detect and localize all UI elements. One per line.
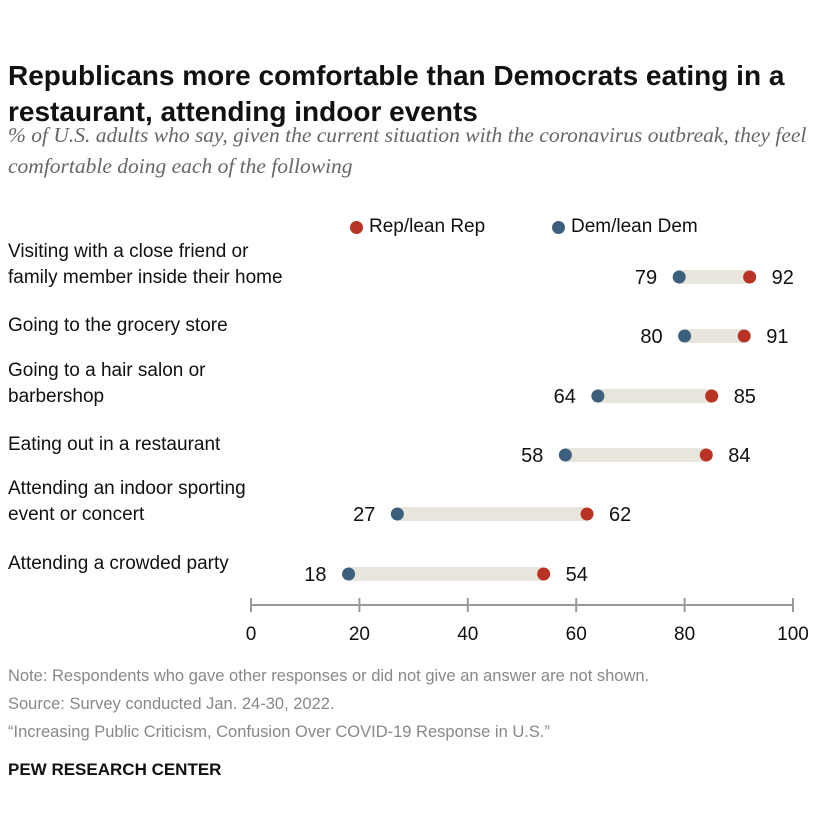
- rep-dot: [537, 567, 551, 581]
- rep-value-label: 62: [609, 504, 631, 526]
- source: Source: Survey conducted Jan. 24-30, 202…: [8, 695, 335, 713]
- x-tick-label: 100: [777, 624, 809, 645]
- x-tick-label: 40: [457, 624, 478, 645]
- dem-value-label: 18: [304, 564, 326, 586]
- rep-value-label: 84: [728, 445, 750, 467]
- row-label-line: Visiting with a close friend or: [8, 241, 249, 262]
- dem-dot: [342, 567, 356, 581]
- plot-area: 92 79 91 80 85 64 84 58 62 27 54 18 0 20 40 60 80 100: [246, 267, 809, 645]
- rep-value-label: 91: [766, 326, 788, 348]
- legend-rep: Rep/lean Rep: [350, 216, 485, 238]
- rep-dot: [705, 389, 719, 403]
- legend-dem-label: Dem/lean Dem: [571, 216, 698, 237]
- row-label-line: Attending an indoor sporting: [8, 478, 246, 499]
- note: Note: Respondents who gave other respons…: [8, 667, 650, 685]
- dem-dot: [558, 448, 572, 462]
- chart-subtitle: % of U.S. adults who say, given the curr…: [8, 123, 807, 178]
- rep-value-label: 54: [566, 564, 588, 586]
- chart-title: Republicans more comfortable than Democr…: [8, 60, 785, 127]
- brand-logo: PEW RESEARCH CENTER: [8, 760, 222, 779]
- dem-dot: [672, 270, 686, 284]
- dem-value-label: 64: [554, 386, 576, 408]
- dem-value-label: 27: [353, 504, 375, 526]
- dem-value-label: 58: [521, 445, 543, 467]
- legend-rep-label: Rep/lean Rep: [369, 216, 486, 237]
- row-label: Attending a crowded party: [8, 551, 229, 577]
- row-label-line: event or concert: [8, 504, 145, 525]
- row-label: Going to a hair salon or barbershop: [8, 358, 206, 410]
- dem-value-label: 80: [640, 326, 662, 348]
- row-label-line: Attending a crowded party: [8, 553, 229, 574]
- rep-dot: [737, 329, 751, 343]
- report-title: “Increasing Public Criticism, Confusion …: [8, 723, 550, 741]
- row-label-line: Going to a hair salon or: [8, 360, 206, 381]
- row-label: Visiting with a close friend or family me…: [8, 239, 283, 291]
- rep-value-label: 85: [734, 386, 756, 408]
- rep-value-label: 92: [772, 267, 794, 289]
- dem-dot: [390, 507, 404, 521]
- row-label: Attending an indoor sporting event or con…: [8, 476, 246, 528]
- row-label-line: barbershop: [8, 386, 105, 407]
- row-label: Eating out in a restaurant: [8, 432, 220, 458]
- x-tick-label: 0: [246, 624, 257, 645]
- rep-dot: [580, 507, 594, 521]
- dem-value-label: 79: [635, 267, 657, 289]
- rep-legend-dot-icon: [350, 220, 363, 234]
- x-tick-label: 60: [566, 624, 587, 645]
- x-tick-label: 80: [674, 624, 695, 645]
- dem-dot: [678, 329, 692, 343]
- dem-legend-dot-icon: [552, 220, 565, 234]
- row-label-line: Eating out in a restaurant: [8, 434, 221, 455]
- legend-dem: Dem/lean Dem: [552, 216, 698, 238]
- row-label-line: Going to the grocery store: [8, 315, 228, 336]
- x-tick-label: 20: [349, 624, 370, 645]
- row-label-line: family member inside their home: [8, 267, 283, 288]
- dem-dot: [591, 389, 605, 403]
- rep-dot: [743, 270, 757, 284]
- rep-dot: [699, 448, 713, 462]
- row-label: Going to the grocery store: [8, 313, 228, 339]
